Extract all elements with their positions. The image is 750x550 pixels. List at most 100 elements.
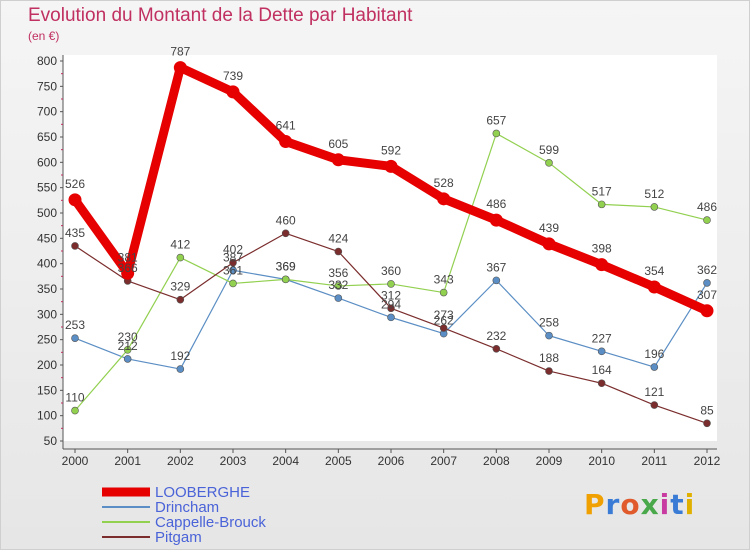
data-label: 424: [328, 232, 348, 246]
series-point: [176, 365, 185, 373]
y-tick-label: 100: [37, 409, 57, 423]
logo-letter: i: [659, 488, 671, 521]
data-label: 398: [592, 242, 612, 256]
data-label: 369: [276, 259, 296, 273]
data-label: 227: [592, 331, 612, 345]
data-label: 253: [65, 318, 85, 332]
data-label: 188: [539, 351, 559, 365]
series-point: [176, 253, 185, 262]
series-point: [331, 153, 345, 167]
series-point: [173, 61, 187, 75]
series-point: [597, 379, 606, 388]
data-label: 387: [223, 250, 243, 264]
x-tick-label: 2003: [220, 454, 247, 468]
series-point: [384, 159, 398, 173]
chart-title: Evolution du Montant de la Dette par Hab…: [28, 5, 413, 26]
series-point: [334, 294, 343, 302]
data-label: 121: [644, 385, 664, 399]
data-label: 460: [276, 213, 296, 227]
logo-letter: o: [620, 488, 641, 521]
series-point: [703, 279, 711, 287]
data-label: 592: [381, 143, 401, 157]
y-tick-label: 200: [37, 358, 57, 372]
series-point: [647, 280, 661, 294]
series-point: [279, 135, 293, 149]
data-label: 517: [592, 184, 612, 198]
chart-unit: (en €): [28, 29, 60, 43]
y-tick-label: 550: [37, 181, 57, 195]
x-tick-label: 2005: [325, 454, 352, 468]
data-label: 739: [223, 69, 243, 83]
series-point: [121, 266, 135, 280]
data-label: 307: [697, 288, 717, 302]
x-tick-label: 2011: [641, 454, 667, 468]
y-tick-label: 800: [37, 54, 57, 68]
data-label: 367: [486, 260, 506, 274]
series-point: [650, 363, 659, 371]
series-point: [71, 406, 79, 415]
data-label: 439: [539, 221, 559, 235]
y-tick-label: 250: [37, 333, 57, 347]
legend-label: Pitgam: [155, 529, 202, 546]
series-point: [492, 129, 501, 138]
series-point: [545, 331, 553, 340]
data-label: 641: [276, 119, 296, 133]
x-tick-label: 2001: [114, 454, 141, 468]
series-point: [123, 345, 132, 354]
data-label: 486: [486, 197, 506, 211]
data-label: 258: [539, 316, 559, 330]
y-tick-label: 650: [37, 130, 57, 144]
series-point: [703, 419, 711, 428]
data-label: 196: [644, 347, 664, 361]
series-point: [542, 237, 556, 251]
data-label: 605: [328, 137, 348, 151]
logo-letter: r: [605, 488, 621, 521]
series-point: [597, 200, 606, 209]
data-label: 273: [434, 308, 454, 322]
y-tick-label: 300: [37, 307, 57, 321]
data-label: 512: [644, 187, 664, 201]
series-point: [650, 401, 659, 409]
data-label: 343: [434, 273, 454, 287]
series-point: [68, 193, 82, 207]
data-label: 366: [118, 261, 138, 275]
data-label: 361: [223, 263, 243, 277]
data-label: 787: [170, 45, 190, 59]
data-label: 230: [118, 330, 138, 344]
x-tick-label: 2000: [62, 454, 89, 468]
data-label: 526: [65, 177, 85, 191]
series-point: [71, 334, 79, 342]
series-point: [545, 367, 553, 375]
data-label: 294: [381, 297, 401, 311]
series-point: [492, 276, 501, 285]
y-tick-label: 500: [37, 206, 57, 220]
series-point: [437, 192, 451, 206]
proxiti-logo: Proxiti: [584, 488, 695, 521]
series-point: [489, 213, 503, 227]
series-point: [176, 295, 185, 304]
y-tick-label: 350: [37, 282, 57, 296]
data-label: 381: [118, 250, 138, 264]
y-tick-label: 150: [37, 383, 57, 397]
data-label: 360: [381, 264, 401, 278]
data-label: 356: [328, 266, 348, 280]
data-label: 232: [486, 329, 506, 343]
y-tick-label: 600: [37, 155, 57, 169]
logo-letter: t: [670, 488, 685, 521]
series-point: [703, 216, 711, 224]
series-point: [71, 242, 79, 250]
logo-letter: i: [684, 488, 696, 521]
series-point: [281, 229, 290, 238]
series-point: [595, 258, 609, 272]
series-point: [492, 344, 501, 353]
y-tick-label: 750: [37, 79, 57, 93]
data-label: 164: [592, 363, 612, 377]
series-point: [229, 266, 237, 275]
data-label: 599: [539, 143, 559, 157]
series-point: [387, 280, 395, 288]
legend-label: LOOBERGHE: [155, 484, 250, 501]
data-label: 85: [700, 403, 714, 417]
series-point: [545, 159, 553, 167]
data-label: 329: [170, 280, 190, 294]
